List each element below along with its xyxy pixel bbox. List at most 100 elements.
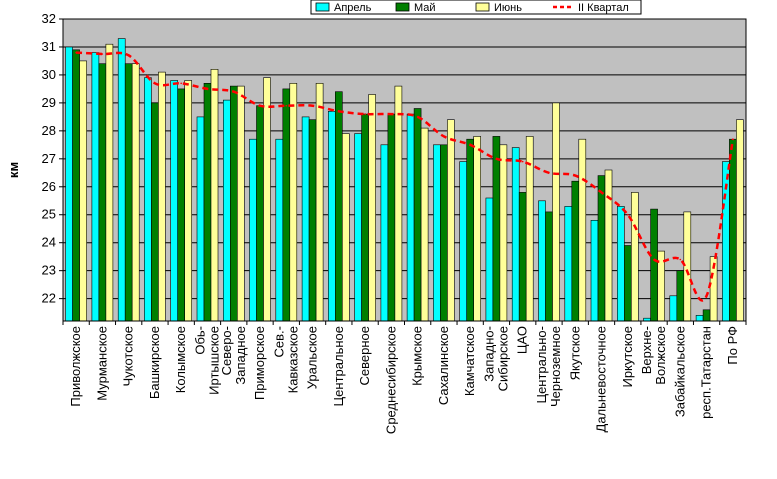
x-tick-label: Камчатское [462, 326, 477, 396]
y-tick-label: 24 [42, 235, 56, 250]
bar-Июнь-12 [394, 85, 403, 322]
y-tick-label: 31 [42, 39, 56, 54]
bar-Май-5 [203, 83, 212, 322]
bar-Апрель-4 [170, 80, 178, 322]
bar-Июнь-14 [447, 119, 455, 322]
x-tick-label: Черноземное [548, 326, 563, 407]
bar-Июнь-2 [131, 63, 140, 322]
x-tick-label: Иртышское [207, 326, 222, 395]
axes [62, 18, 747, 325]
x-tick-label: Кавказское [285, 326, 300, 393]
y-tick-label: 26 [42, 179, 56, 194]
bar-Май-15 [466, 138, 475, 322]
y-tick-label: 27 [42, 151, 56, 166]
line-point-3 [154, 82, 156, 85]
bar-Апрель-2 [117, 38, 126, 322]
bar-Июнь-19 [578, 138, 587, 322]
line-point-17 [521, 160, 524, 163]
bar-Май-20 [597, 175, 606, 322]
bar-Июнь-7 [263, 77, 271, 322]
line-point-20 [600, 191, 603, 194]
line-point-0 [75, 51, 77, 54]
bars-layer [65, 38, 744, 322]
x-tick-label: респ.Татарстан [699, 326, 714, 419]
y-tick-label: 23 [42, 263, 56, 278]
legend-label-1: Май [414, 2, 436, 14]
x-tick-label: Башкирское [147, 326, 162, 399]
bar-Апрель-8 [275, 138, 284, 322]
bar-Июнь-23 [683, 211, 692, 322]
y-tick-label: 30 [42, 67, 56, 82]
bar-Июнь-16 [499, 144, 508, 322]
bar-Апрель-0 [65, 46, 73, 322]
bar-Апрель-24 [695, 315, 704, 322]
bar-Июнь-13 [420, 127, 429, 322]
line-ii-kvartal [76, 51, 735, 302]
bar-Апрель-1 [91, 52, 100, 322]
bar-Июнь-18 [552, 102, 560, 322]
x-tick-label: Колымское [173, 326, 188, 393]
bar-Апрель-6 [223, 99, 231, 322]
bar-Апрель-15 [459, 161, 468, 322]
legend-swatch-2 [475, 2, 490, 12]
bar-Май-16 [492, 136, 501, 322]
bar-Май-0 [72, 49, 80, 322]
x-tick-label: Чукотское [121, 326, 136, 387]
bar-Май-14 [440, 144, 448, 322]
x-tick-label: По РФ [725, 326, 740, 365]
bar-Май-4 [177, 88, 185, 322]
bar-Май-11 [361, 113, 369, 322]
line-point-10 [338, 110, 340, 113]
bar-Июнь-9 [315, 83, 324, 322]
x-tick-label: Приморское [252, 326, 267, 400]
bar-Июнь-20 [604, 169, 613, 322]
line-point-14 [443, 135, 445, 138]
bar-Май-3 [151, 102, 159, 322]
bar-Май-23 [676, 270, 685, 322]
line-point-11 [364, 113, 366, 115]
x-tick-label: Забайкальское [672, 326, 687, 417]
x-tick-label: Иркутское [620, 326, 635, 388]
x-tick-label: Северо- [219, 326, 234, 375]
bar-Апрель-3 [144, 77, 152, 322]
x-tick-label: Сев.- [271, 326, 286, 357]
bar-Июнь-15 [473, 136, 482, 322]
legend-label-0: Апрель [334, 2, 372, 14]
bar-Май-6 [230, 85, 238, 322]
line-point-13 [416, 116, 419, 118]
bar-Апрель-14 [433, 144, 441, 322]
line-point-7 [259, 104, 261, 107]
bar-Апрель-20 [590, 220, 599, 322]
line-point-25 [732, 138, 734, 140]
bar-Апрель-17 [511, 147, 520, 322]
x-tick-label: Центральное [331, 326, 346, 406]
x-tick-label: ЦАО [515, 326, 530, 354]
x-tick-label: Центрально- [534, 326, 549, 404]
bar-Июнь-1 [105, 43, 114, 322]
legend: Апрель Май Июнь II Квартал [310, 0, 642, 15]
line-point-4 [180, 82, 182, 85]
bar-Июнь-21 [630, 192, 639, 322]
bar-Май-12 [387, 113, 396, 322]
line-point-12 [390, 113, 393, 115]
x-tick-label: Верхне- [639, 326, 654, 374]
bar-Апрель-23 [669, 295, 678, 322]
bar-Май-24 [702, 309, 711, 322]
bar-Май-9 [308, 119, 317, 322]
line-point-6 [233, 90, 235, 93]
bar-Апрель-12 [380, 144, 389, 322]
x-tick-label: Сибирское [495, 326, 510, 391]
x-category-labels: Приволжское Мурманское Чукотское Башкирское… [68, 326, 740, 434]
y-tick-label: 29 [42, 95, 56, 110]
bar-Май-10 [334, 91, 343, 322]
y-tick-label: 25 [42, 207, 56, 222]
x-tick-label: Западное [233, 326, 248, 385]
legend-swatch-0 [315, 2, 330, 12]
bar-Июнь-11 [368, 94, 376, 322]
line-point-15 [469, 144, 472, 146]
bar-Апрель-18 [538, 200, 546, 322]
y-tick-label: 32 [42, 11, 56, 26]
line-point-2 [127, 54, 130, 57]
bar-Июнь-6 [237, 85, 245, 322]
